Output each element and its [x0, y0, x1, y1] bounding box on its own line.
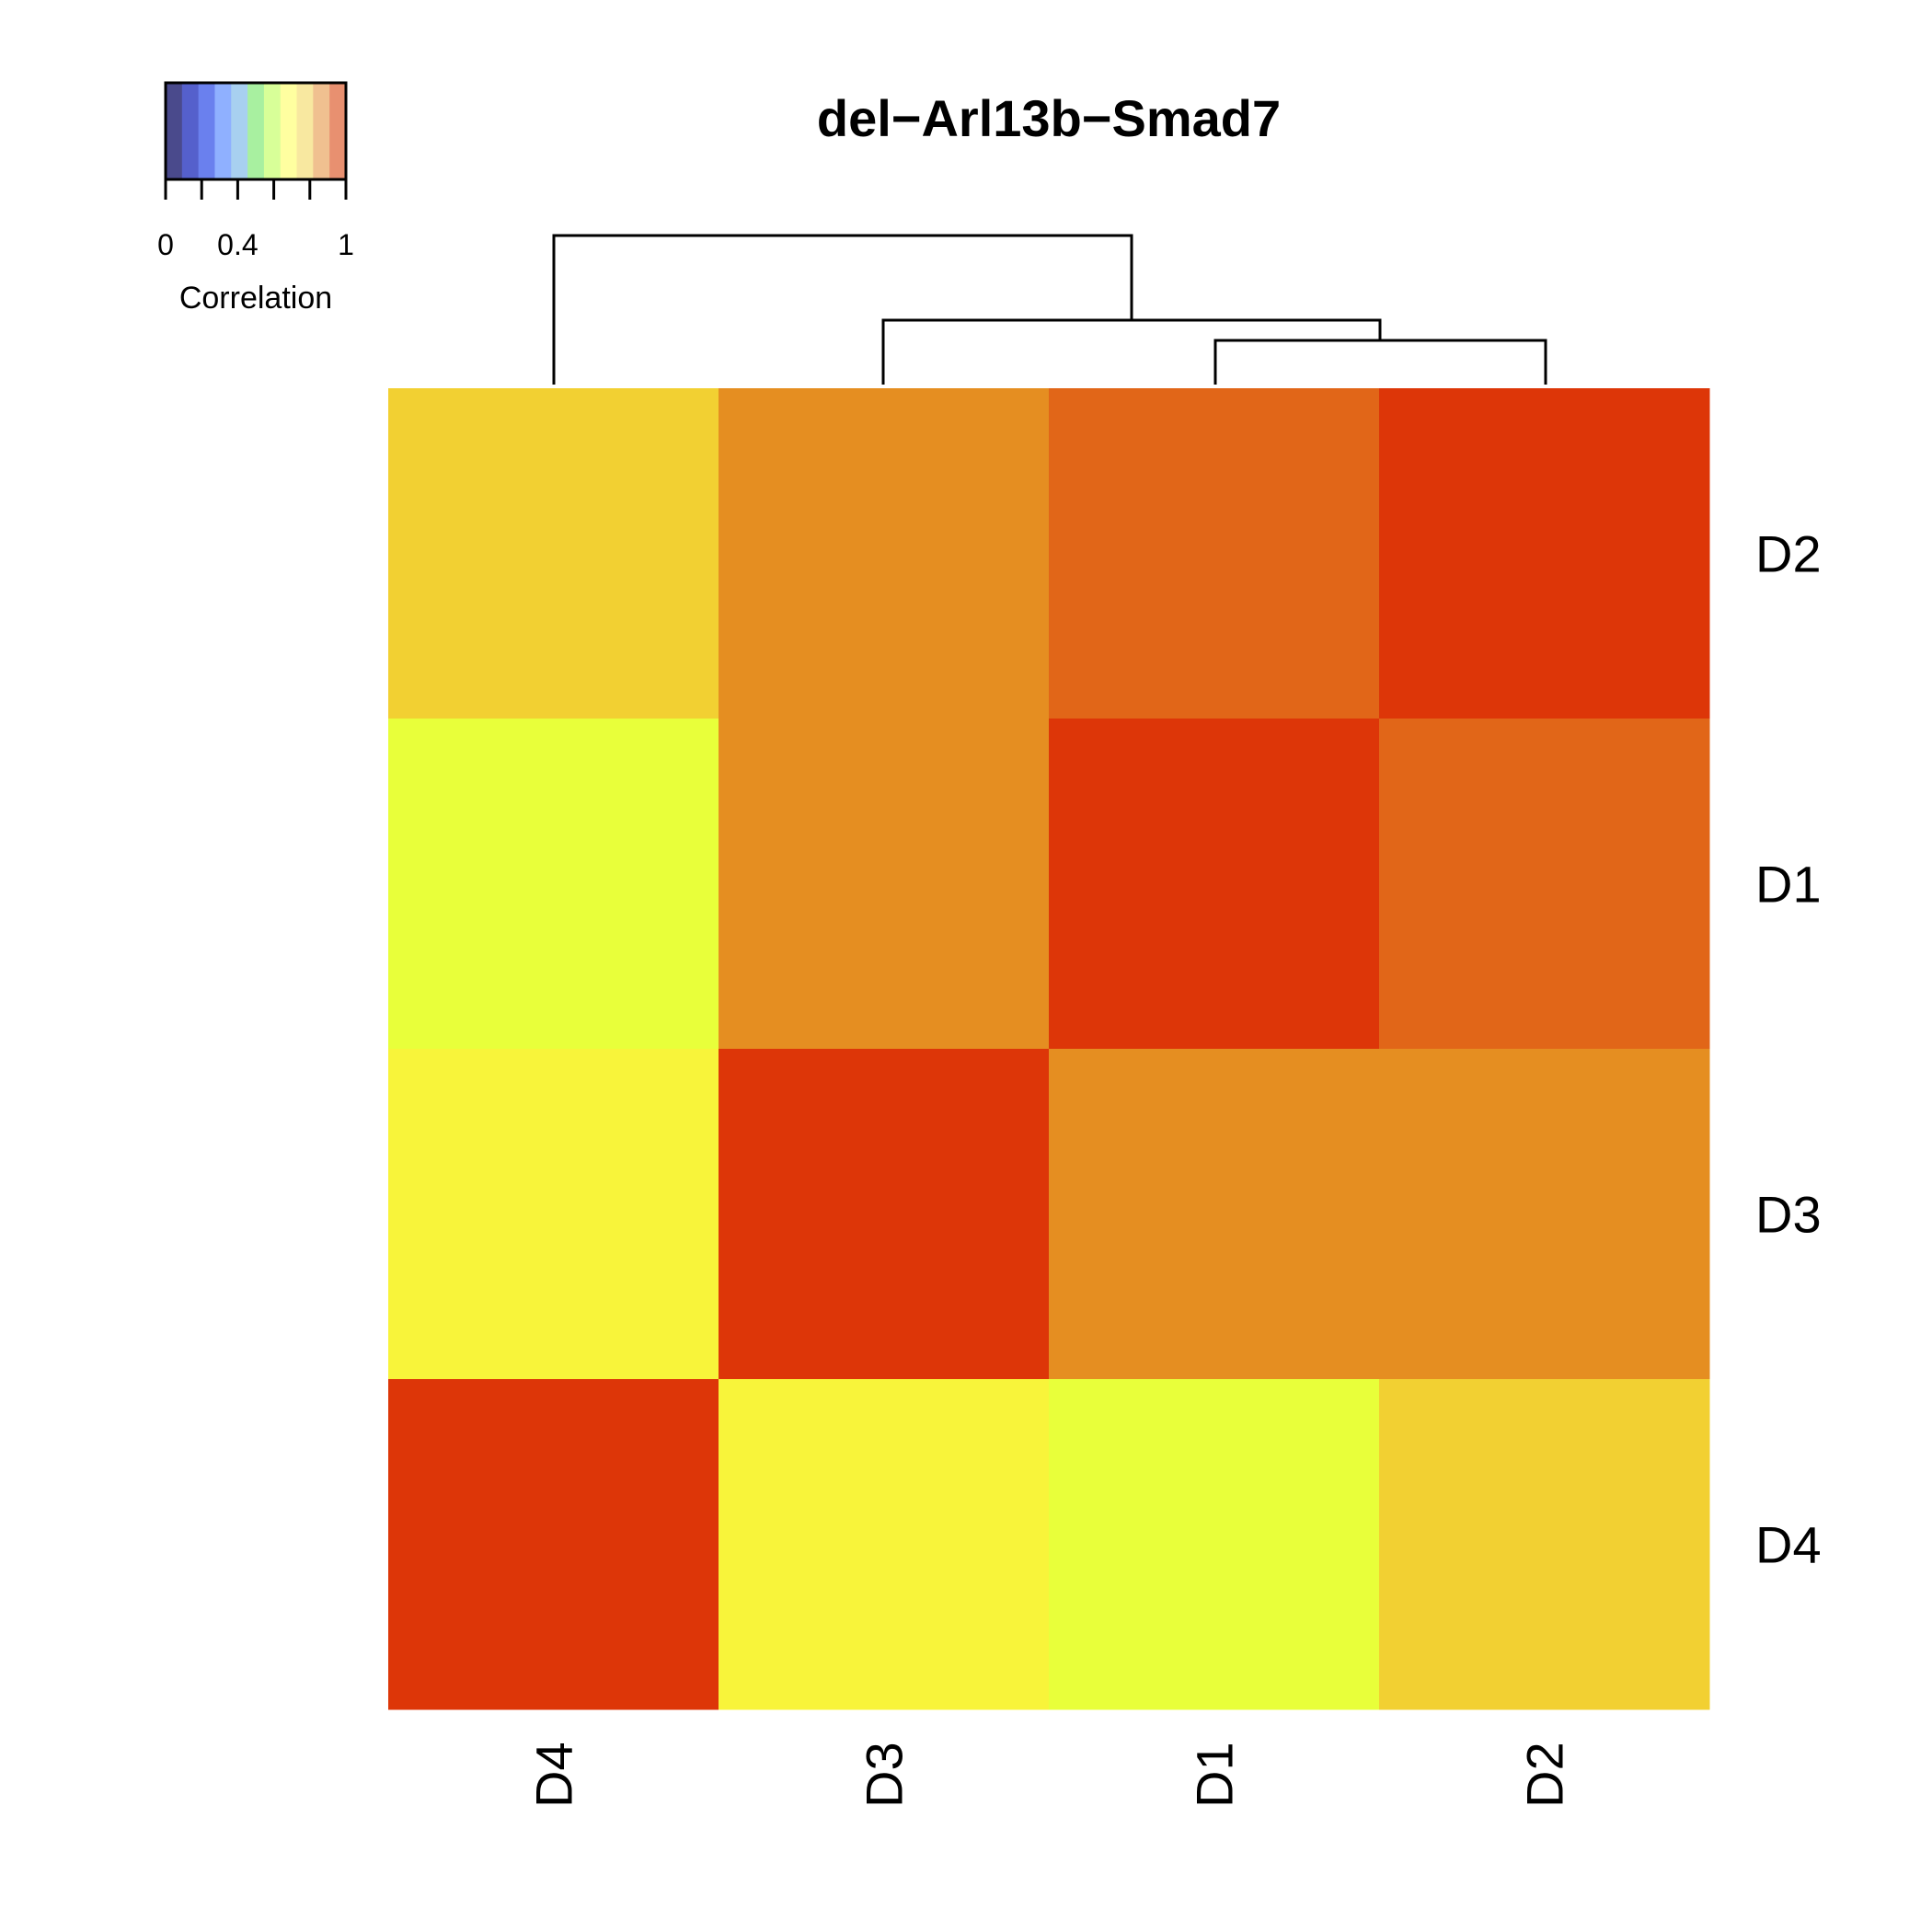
heatmap-cell-d1-d2 — [1379, 719, 1710, 1050]
legend-tick-label: 0 — [157, 228, 174, 261]
heatmap-cell-d2-d1 — [1049, 388, 1380, 719]
heatmap-cell-d3-d4 — [388, 1049, 719, 1380]
dendro-branch-d1-d2 — [1213, 339, 1547, 385]
heatmap-cell-d2-d4 — [388, 388, 719, 719]
legend-color-swatch — [263, 83, 282, 179]
column-label-d1: D1 — [1186, 1742, 1244, 1808]
column-labels: D4 D3 D1 D2 — [525, 1742, 1574, 1808]
heatmap-cell-d1-d1 — [1049, 719, 1380, 1050]
row-label-d4: D4 — [1755, 1516, 1822, 1574]
heatmap-cell-d2-d2 — [1379, 388, 1710, 719]
heatmap-cell-d2-d3 — [719, 388, 1050, 719]
heatmap-cell-d4-d2 — [1379, 1379, 1710, 1710]
legend-color-swatch — [214, 83, 232, 179]
legend-tick-label: 0.4 — [217, 228, 258, 261]
heatmap-cell-d3-d2 — [1379, 1049, 1710, 1380]
legend-color-swatch — [198, 83, 215, 179]
heatmap-cells — [388, 388, 1710, 1710]
column-dendrogram — [552, 234, 1547, 385]
heatmap-cell-d4-d4 — [388, 1379, 719, 1710]
heatmap-cell-d4-d1 — [1049, 1379, 1380, 1710]
row-label-d1: D1 — [1755, 856, 1822, 914]
row-label-d2: D2 — [1755, 525, 1822, 583]
dendro-branch-d3-d1d2 — [881, 318, 1382, 385]
heatmap-cell-d1-d3 — [719, 719, 1050, 1050]
legend-color-bar — [166, 83, 347, 179]
legend-ticks: 0 0.4 1 — [157, 179, 354, 261]
column-label-d4: D4 — [525, 1742, 583, 1808]
chart-title: del−Arl13b−Smad7 — [817, 89, 1281, 147]
legend-color-swatch — [296, 83, 314, 179]
legend-color-swatch — [329, 83, 347, 179]
column-label-d2: D2 — [1516, 1742, 1574, 1808]
heatmap-cell-d3-d1 — [1049, 1049, 1380, 1380]
color-legend: 0 0.4 1 Correlation — [157, 81, 354, 316]
legend-color-swatch — [247, 83, 265, 179]
legend-color-swatch — [313, 83, 330, 179]
heatmap-cell-d1-d4 — [388, 719, 719, 1050]
legend-color-swatch — [181, 83, 200, 179]
heatmap-cell-d3-d3 — [719, 1049, 1050, 1380]
legend-tick-label: 1 — [338, 228, 354, 261]
column-label-d3: D3 — [856, 1742, 914, 1808]
legend-frame — [164, 81, 348, 181]
heatmap-cell-d4-d3 — [719, 1379, 1050, 1710]
dendro-branch-root — [552, 234, 1133, 385]
legend-color-swatch — [280, 83, 298, 179]
legend-color-swatch — [166, 83, 183, 179]
row-label-d3: D3 — [1755, 1186, 1822, 1244]
legend-color-swatch — [231, 83, 248, 179]
row-labels: D2 D1 D3 D4 — [1755, 525, 1822, 1574]
legend-title: Correlation — [179, 281, 332, 316]
